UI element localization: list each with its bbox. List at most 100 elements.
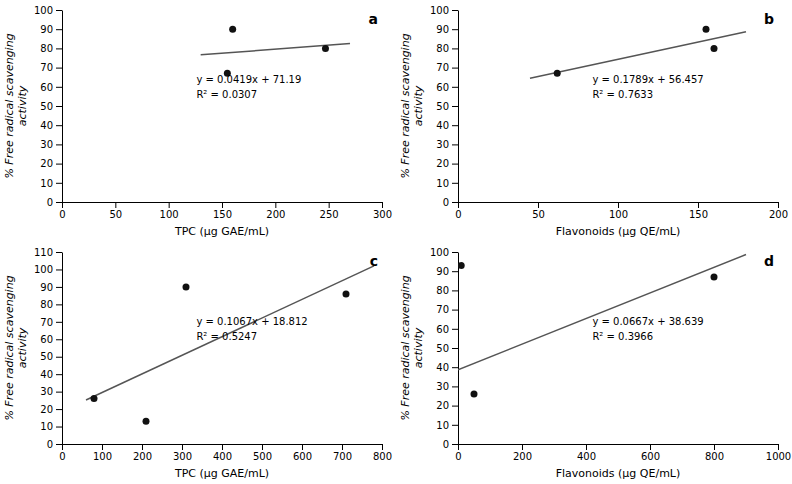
tick: 300 (373, 202, 392, 220)
tick-mark (56, 252, 62, 253)
tick-label: 0 (47, 439, 53, 450)
tick: 0 (59, 444, 65, 462)
y-axis-title-line: activity (412, 327, 425, 368)
tick: 40 (436, 120, 458, 131)
tick-label: 20 (436, 158, 449, 169)
tick: 90 (436, 266, 458, 277)
tick-label: 400 (577, 451, 596, 462)
tick: 20 (40, 404, 62, 415)
tick-label: 20 (40, 404, 53, 415)
tick-mark (56, 48, 62, 49)
tick-mark (56, 304, 62, 305)
tick-label: 40 (436, 362, 449, 373)
tick-mark (650, 444, 651, 450)
tick-mark (115, 202, 116, 208)
regression-line (86, 266, 374, 400)
tick: 10 (436, 420, 458, 431)
tick-label: 70 (436, 62, 449, 73)
tick-mark (56, 357, 62, 358)
tick-label: 80 (40, 299, 53, 310)
point (229, 26, 236, 33)
tick: 600 (293, 444, 312, 462)
axis-line (62, 11, 63, 203)
axis-line (62, 253, 63, 445)
tick-label: 300 (173, 451, 192, 462)
tick: 30 (436, 139, 458, 150)
tick-label: 60 (436, 324, 449, 335)
tick-label: 250 (320, 209, 339, 220)
y-axis-title-line: activity (16, 85, 29, 126)
y-axis: 0102030405060708090100 (430, 247, 459, 450)
tick-mark (452, 386, 458, 387)
tick-mark (618, 202, 619, 208)
tick-mark (452, 444, 458, 445)
x-axis: 0100200300400500600700800 (59, 444, 392, 462)
annotation: y = 0.1067x + 18.812R² = 0.5247 (196, 316, 307, 342)
tick-label: 10 (436, 420, 449, 431)
tick-label: 100 (609, 209, 628, 220)
tick-mark (452, 48, 458, 49)
tick: 1000 (766, 444, 791, 462)
annotation-line: R² = 0.7633 (592, 89, 653, 100)
tick-mark (452, 329, 458, 330)
tick-mark (302, 444, 303, 450)
regression-line (201, 44, 350, 55)
annotation-line: R² = 0.5247 (196, 331, 257, 342)
tick: 60 (436, 324, 458, 335)
tick: 60 (40, 82, 62, 93)
x-axis: 02004006008001000 (455, 444, 791, 462)
tick-label: 100 (34, 5, 53, 16)
tick: 100 (160, 202, 179, 220)
tick-mark (452, 367, 458, 368)
tick: 0 (455, 444, 461, 462)
x-axis-title: TPC (μg GAE/mL) (174, 225, 269, 238)
tick-mark (452, 106, 458, 107)
plot-area (458, 255, 746, 398)
tick-mark (56, 322, 62, 323)
tick-label: 100 (430, 247, 449, 258)
tick-label: 0 (59, 451, 65, 462)
annotation-line: R² = 0.3966 (592, 331, 653, 342)
tick-mark (275, 202, 276, 208)
tick: 50 (40, 101, 62, 112)
tick: 70 (436, 304, 458, 315)
x-axis-title: Flavonoids (μg QE/mL) (556, 467, 681, 480)
axis-line (458, 11, 459, 203)
tick: 100 (93, 444, 112, 462)
tick: 200 (513, 444, 532, 462)
tick-label: 30 (40, 386, 53, 397)
tick: 0 (59, 202, 65, 220)
x-axis: 050100150200250300 (59, 202, 392, 220)
tick-mark (452, 183, 458, 184)
chart-figure: 0501001502002503000102030405060708090100… (0, 0, 792, 484)
y-axis-title: % Free radical scavengingactivity (399, 275, 425, 420)
tick-label: 200 (266, 209, 285, 220)
tick: 300 (173, 444, 192, 462)
tick-label: 50 (436, 343, 449, 354)
tick-label: 70 (436, 304, 449, 315)
tick-label: 50 (40, 101, 53, 112)
tick: 200 (266, 202, 285, 220)
plot-area (201, 26, 350, 77)
tick: 400 (577, 444, 596, 462)
tick-mark (56, 392, 62, 393)
tick-mark (452, 271, 458, 272)
tick-mark (382, 202, 383, 208)
tick: 200 (133, 444, 152, 462)
tick: 30 (40, 386, 62, 397)
annotation-line: y = 0.0667x + 38.639 (592, 316, 703, 327)
tick-mark (56, 409, 62, 410)
tick: 0 (443, 197, 458, 208)
tick-mark (452, 144, 458, 145)
tick: 90 (40, 24, 62, 35)
point (458, 262, 465, 269)
tick: 150 (213, 202, 232, 220)
tick: 700 (333, 444, 352, 462)
tick: 20 (40, 158, 62, 169)
tick-mark (56, 287, 62, 288)
tick-label: 50 (436, 101, 449, 112)
x-axis-title: Flavonoids (μg QE/mL) (556, 225, 681, 238)
tick-label: 50 (40, 351, 53, 362)
tick-mark (452, 348, 458, 349)
tick-mark (452, 87, 458, 88)
